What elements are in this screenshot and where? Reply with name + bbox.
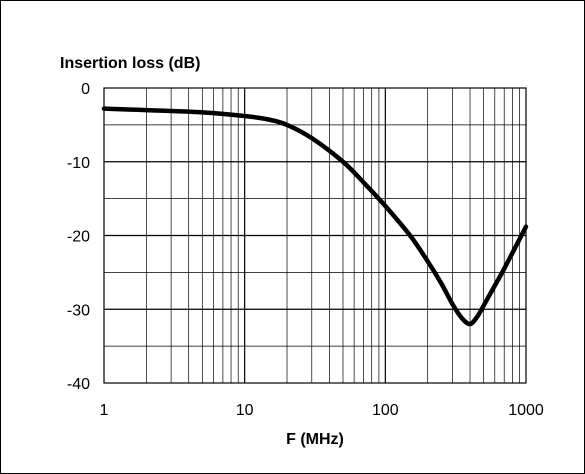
x-tick-label: 1000	[508, 402, 544, 419]
y-tick-label: -20	[67, 229, 90, 246]
x-axis-label: F (MHz)	[286, 431, 344, 448]
y-tick-label: 0	[81, 81, 90, 98]
x-tick-labels: 1 10 100 1000	[100, 402, 544, 419]
x-tick-label: 10	[236, 402, 254, 419]
plot-area-border	[103, 87, 527, 384]
x-tick-label: 100	[372, 402, 399, 419]
y-tick-labels: 0 -10 -20 -30 -40	[67, 81, 90, 393]
x-tick-label: 1	[100, 402, 109, 419]
series-layer	[101, 106, 529, 327]
y-tick-label: -40	[67, 376, 90, 393]
y-tick-label: -10	[67, 155, 90, 172]
y-axis-label: Insertion loss (dB)	[60, 55, 200, 72]
y-tick-label: -30	[67, 302, 90, 319]
series-line	[101, 106, 529, 327]
major-grid	[104, 88, 526, 383]
